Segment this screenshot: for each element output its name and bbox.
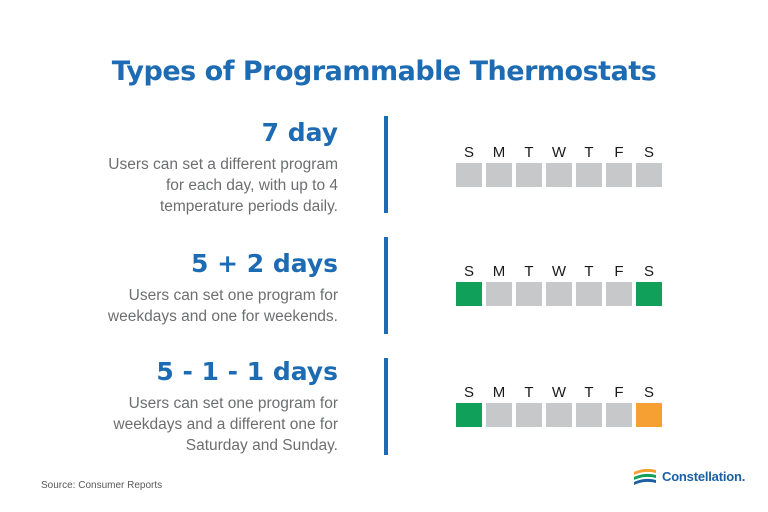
day-column: M xyxy=(486,262,512,306)
row-description: Users can set one program for weekdays a… xyxy=(18,393,338,456)
day-column: T xyxy=(576,383,602,427)
day-box-gray xyxy=(456,163,482,187)
day-box-gray xyxy=(516,282,542,306)
day-column: S xyxy=(636,262,662,306)
row-description-line: Users can set one program for xyxy=(128,287,338,304)
day-box-green xyxy=(456,282,482,306)
day-box-green xyxy=(636,282,662,306)
day-column: W xyxy=(546,143,572,187)
day-letter: S xyxy=(463,384,474,401)
day-column: T xyxy=(576,262,602,306)
divider-5-1-1-days xyxy=(384,358,388,455)
day-box-gray xyxy=(606,403,632,427)
row-heading: 7 day xyxy=(261,118,338,147)
day-box-gray xyxy=(546,282,572,306)
day-letter: M xyxy=(492,263,506,280)
day-box-gray xyxy=(486,403,512,427)
day-letter: T xyxy=(524,384,534,401)
day-column: T xyxy=(516,143,542,187)
day-column: W xyxy=(546,383,572,427)
row-heading: 5 - 1 - 1 days xyxy=(156,357,338,386)
day-column: W xyxy=(546,262,572,306)
row-text: 5 - 1 - 1 days Users can set one program… xyxy=(18,357,338,456)
day-letter: S xyxy=(643,263,654,280)
day-column: F xyxy=(606,262,632,306)
day-box-gray xyxy=(576,282,602,306)
day-letter: S xyxy=(463,144,474,161)
day-column: S xyxy=(636,143,662,187)
row-description-line: for each day, with up to 4 xyxy=(165,177,338,194)
day-column: T xyxy=(516,383,542,427)
day-column: T xyxy=(516,262,542,306)
day-letter: F xyxy=(614,263,624,280)
day-letter: S xyxy=(643,384,654,401)
day-letter: S xyxy=(463,263,474,280)
day-box-gray xyxy=(576,403,602,427)
day-box-gray xyxy=(606,282,632,306)
row-description-line: weekdays and a different one for xyxy=(113,416,338,433)
day-letter: W xyxy=(551,263,567,280)
day-letter: W xyxy=(551,144,567,161)
logo-text: Constellation. xyxy=(662,468,746,484)
divider-5-2-days xyxy=(384,237,388,334)
day-column: M xyxy=(486,383,512,427)
day-letter: T xyxy=(524,144,534,161)
day-column: S xyxy=(456,143,482,187)
row-description: Users can set a different program for ea… xyxy=(18,154,338,217)
day-box-gray xyxy=(516,163,542,187)
day-box-gray xyxy=(606,163,632,187)
row-description-line: Saturday and Sunday. xyxy=(185,437,338,454)
day-box-gray xyxy=(516,403,542,427)
day-letter: W xyxy=(551,384,567,401)
row-text: 7 day Users can set a different program … xyxy=(18,118,338,217)
day-letter: M xyxy=(492,384,506,401)
row-description-line: Users can set one program for xyxy=(128,395,338,412)
day-letter: T xyxy=(584,144,594,161)
day-letter: T xyxy=(584,263,594,280)
day-column: F xyxy=(606,143,632,187)
day-letter: M xyxy=(492,144,506,161)
day-box-gray xyxy=(636,163,662,187)
day-box-gray xyxy=(546,403,572,427)
day-letter: F xyxy=(614,384,624,401)
row-description-line: Users can set a different program xyxy=(108,156,338,173)
day-column: S xyxy=(456,262,482,306)
row-description-line: weekdays and one for weekends. xyxy=(107,308,338,325)
source-note: Source: Consumer Reports xyxy=(41,480,163,491)
day-box-gray xyxy=(546,163,572,187)
day-box-gray xyxy=(486,163,512,187)
row-description-line: temperature periods daily. xyxy=(159,198,338,215)
day-box-green xyxy=(456,403,482,427)
row-heading: 5 + 2 days xyxy=(190,249,338,278)
constellation-logo: Constellation. xyxy=(632,466,745,486)
day-letter: F xyxy=(614,144,624,161)
constellation-logo-icon xyxy=(634,468,656,485)
day-column: S xyxy=(456,383,482,427)
day-letter: S xyxy=(643,144,654,161)
day-column: M xyxy=(486,143,512,187)
day-box-gray xyxy=(576,163,602,187)
page-title: Types of Programmable Thermostats xyxy=(111,56,657,87)
day-box-orange xyxy=(636,403,662,427)
day-letter: T xyxy=(584,384,594,401)
row-description: Users can set one program for weekdays a… xyxy=(18,285,338,327)
divider-7-day xyxy=(384,116,388,213)
day-letter: T xyxy=(524,263,534,280)
day-column: S xyxy=(636,383,662,427)
day-column: F xyxy=(606,383,632,427)
day-box-gray xyxy=(486,282,512,306)
row-text: 5 + 2 days Users can set one program for… xyxy=(18,249,338,327)
day-column: T xyxy=(576,143,602,187)
